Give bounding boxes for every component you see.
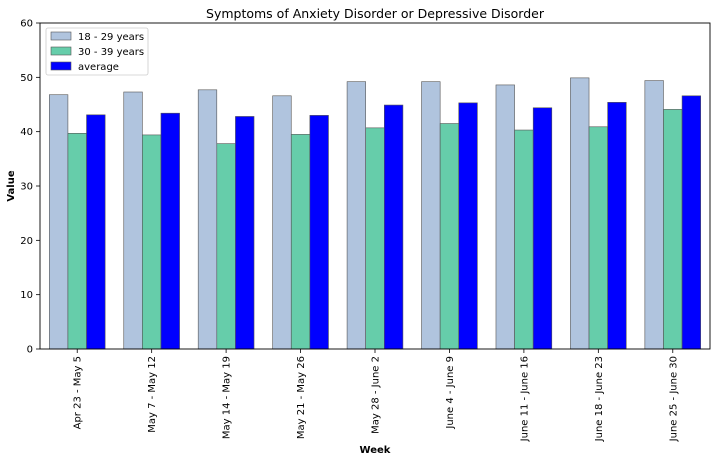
legend-label: average bbox=[78, 62, 119, 73]
legend-box bbox=[45, 27, 149, 76]
legend-swatch bbox=[50, 46, 72, 56]
x-tick-label: June 4 - June 9 bbox=[445, 356, 456, 430]
bar bbox=[588, 126, 608, 350]
bar bbox=[384, 104, 404, 350]
x-tick-label: June 25 - June 30 bbox=[668, 356, 679, 442]
y-tick-label: 20 bbox=[20, 236, 33, 247]
bar bbox=[421, 81, 441, 350]
bar bbox=[216, 143, 236, 350]
bar bbox=[290, 134, 311, 350]
bar bbox=[160, 112, 180, 350]
bar bbox=[86, 114, 106, 350]
y-tick-label: 0 bbox=[27, 345, 33, 356]
x-tick-label: May 7 - May 12 bbox=[147, 356, 158, 433]
x-tick-label: May 14 - May 19 bbox=[222, 356, 233, 439]
x-tick-label: June 18 - June 23 bbox=[594, 356, 605, 442]
y-axis: 0 10 20 30 40 50 60 bbox=[20, 19, 40, 356]
x-tick-label: May 21 - May 26 bbox=[296, 356, 307, 439]
bar bbox=[532, 107, 553, 350]
bar bbox=[514, 129, 534, 350]
legend-swatch bbox=[50, 61, 72, 71]
legend: 18 - 29 years 30 - 39 years average bbox=[45, 27, 149, 76]
bar bbox=[123, 91, 143, 350]
bar bbox=[49, 94, 69, 350]
y-tick-label: 10 bbox=[20, 290, 33, 301]
chart-title: Symptoms of Anxiety Disorder or Depressi… bbox=[206, 6, 545, 21]
y-axis-label: Value bbox=[6, 170, 17, 201]
plot-area bbox=[39, 22, 711, 350]
legend-label: 18 - 29 years bbox=[78, 32, 144, 43]
bar bbox=[607, 102, 627, 350]
x-tick-label: Apr 23 - May 5 bbox=[73, 356, 84, 429]
x-tick-label: June 11 - June 16 bbox=[519, 356, 530, 442]
legend-swatch bbox=[50, 31, 72, 41]
bar bbox=[495, 84, 515, 350]
x-tick-label: May 28 - June 2 bbox=[371, 356, 382, 434]
bar bbox=[570, 77, 590, 350]
legend-label: 30 - 39 years bbox=[78, 47, 144, 58]
bar bbox=[663, 109, 683, 350]
bar bbox=[681, 95, 701, 350]
bar bbox=[67, 133, 87, 350]
y-tick-label: 60 bbox=[20, 19, 33, 30]
bar bbox=[644, 80, 664, 350]
y-tick-label: 50 bbox=[20, 73, 33, 84]
bar bbox=[439, 123, 460, 350]
bar bbox=[142, 134, 162, 350]
bar bbox=[197, 89, 218, 350]
bar bbox=[458, 102, 478, 350]
x-axis: Apr 23 - May 5 May 7 - May 12 May 14 - May… bbox=[73, 349, 679, 442]
bar bbox=[272, 95, 292, 350]
x-axis-label: Week bbox=[360, 445, 391, 456]
bar bbox=[235, 116, 255, 350]
bar bbox=[365, 127, 385, 350]
bar bbox=[346, 81, 366, 350]
bar bbox=[309, 115, 329, 350]
y-tick-label: 40 bbox=[20, 127, 33, 138]
y-tick-label: 30 bbox=[20, 182, 33, 193]
